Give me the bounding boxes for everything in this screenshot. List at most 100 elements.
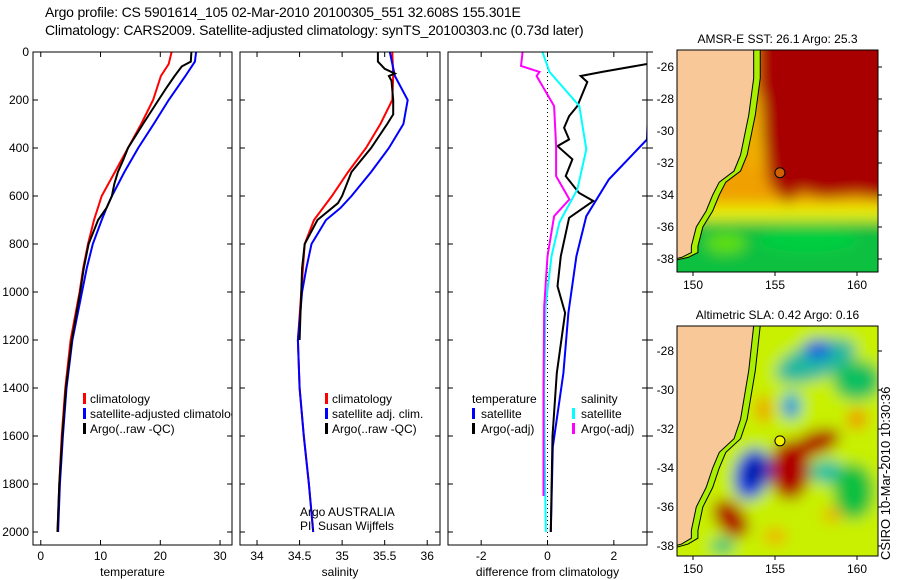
legend-swatch [572, 408, 575, 419]
lat-tick-label: -36 [657, 500, 675, 514]
lon-tick-label: 155 [765, 562, 785, 576]
series-line-temperature-satellite [549, 110, 647, 533]
salinity-panel: 34 34.5 35 35.5 36 salinity climatologysatelli… [239, 51, 441, 579]
side-credit: CSIRO 10-Mar-2010 10:30:36 [878, 386, 893, 560]
field-patch [776, 338, 856, 383]
legend-swatch [572, 423, 575, 434]
axes-frame [32, 51, 233, 546]
isobath-line [677, 326, 761, 548]
map-title: AMSR-E SST: 26.1 Argo: 25.3 [697, 32, 857, 46]
legend-swatch [83, 393, 86, 404]
land [677, 326, 755, 546]
legend-label: climatology [90, 392, 150, 406]
x-tick-label: -2 [476, 549, 487, 563]
field-patch [712, 499, 749, 538]
field-patch [803, 339, 832, 360]
argo-float-marker [774, 435, 786, 447]
field-patch [763, 528, 787, 545]
lon-tick-label: 150 [683, 562, 703, 576]
legend-header: salinity [581, 392, 618, 406]
x-tick-label: 0 [37, 549, 44, 563]
legend-label: climatology [332, 392, 392, 406]
y-tick-label: 800 [9, 237, 29, 251]
field-patch [757, 227, 858, 252]
legend-swatch [325, 423, 328, 434]
x-tick-label: 0 [544, 549, 551, 563]
land [677, 50, 755, 259]
map-frame [676, 325, 879, 557]
x-tick-label: 34.5 [288, 549, 312, 563]
lon-tick-label: 150 [683, 278, 703, 292]
series-line-argo-raw-qc- [56, 52, 193, 533]
field-patch [783, 402, 794, 417]
sla-map: Altimetric SLA: 0.42 Argo: 0.16 150 155 160… [657, 308, 882, 576]
legend-swatch [83, 423, 86, 434]
annotation: Argo AUSTRALIA [300, 505, 395, 519]
field-patch [833, 360, 878, 401]
lat-tick-label: -30 [657, 383, 675, 397]
series-line-argo-raw-qc- [298, 52, 398, 341]
lon-tick-label: 160 [847, 278, 867, 292]
title-line-1: Argo profile: CS 5901614_105 02-Mar-2010… [45, 4, 521, 20]
x-tick-label: 10 [94, 549, 108, 563]
legend-label: Argo(..raw -QC) [90, 422, 175, 436]
title-line-2: Climatology: CARS2009. Satellite-adjuste… [45, 22, 584, 38]
annotation: PI: Susan Wijffels [300, 519, 394, 533]
field-patch [792, 428, 840, 457]
x-axis-label: temperature [100, 565, 165, 579]
temperature-panel: 0 10 20 30 0 200 400 600 800 1000 1200 1400 1600 1800… [2, 45, 243, 579]
lat-tick-label: -38 [657, 539, 675, 553]
lat-tick-label: -28 [657, 344, 675, 358]
y-tick-label: 600 [9, 189, 29, 203]
difference-panel: -2 0 2 difference from climatology temperatu… [447, 51, 653, 579]
lon-tick-label: 160 [847, 562, 867, 576]
legend-label: satellite adj. clim. [332, 407, 423, 421]
x-tick-label: 2 [610, 549, 617, 563]
field-patch [705, 233, 746, 253]
field-patch [833, 463, 874, 520]
x-tick-label: 20 [154, 549, 168, 563]
field-patch [822, 508, 843, 521]
legend-label: satellite [481, 407, 522, 421]
axes-frame [239, 51, 441, 546]
x-axis-label: difference from climatology [476, 565, 619, 579]
field-patch [710, 538, 735, 554]
lat-tick-label: -38 [657, 252, 675, 266]
map-frame [676, 49, 879, 273]
y-tick-label: 1000 [2, 285, 29, 299]
lat-tick-label: -32 [657, 422, 675, 436]
lat-tick-label: -26 [657, 60, 675, 74]
isobath-line [677, 50, 761, 261]
legend-label: satellite-adjusted climatology [90, 407, 243, 421]
y-tick-label: 1600 [2, 429, 29, 443]
field [677, 50, 878, 272]
map-title: Altimetric SLA: 0.42 Argo: 0.16 [696, 308, 860, 322]
lat-tick-label: -30 [657, 124, 675, 138]
legend-swatch [83, 408, 86, 419]
y-tick-label: 2000 [2, 525, 29, 539]
x-tick-label: 34 [250, 549, 264, 563]
legend-swatch [325, 393, 328, 404]
legend-header: temperature [472, 392, 537, 406]
sst-map: AMSR-E SST: 26.1 Argo: 25.3 150 155 160 -26 -… [657, 32, 882, 292]
field-patch [755, 395, 772, 424]
lat-tick-label: -34 [657, 461, 675, 475]
lat-tick-label: -36 [657, 220, 675, 234]
axes-frame [447, 51, 648, 546]
x-tick-label: 35 [335, 549, 349, 563]
y-tick-label: 1200 [2, 333, 29, 347]
lon-tick-label: 155 [765, 278, 785, 292]
y-tick-label: 1400 [2, 381, 29, 395]
legend-label: satellite [581, 407, 622, 421]
field-patch [847, 409, 867, 430]
x-axis-label: salinity [322, 565, 359, 579]
x-tick-label: 35.5 [373, 549, 397, 563]
legend-label: Argo(..raw -QC) [332, 422, 417, 436]
lat-tick-label: -28 [657, 92, 675, 106]
lat-tick-label: -32 [657, 156, 675, 170]
series-line-temperature-argo-adj- [549, 62, 647, 533]
x-tick-label: 30 [213, 549, 227, 563]
